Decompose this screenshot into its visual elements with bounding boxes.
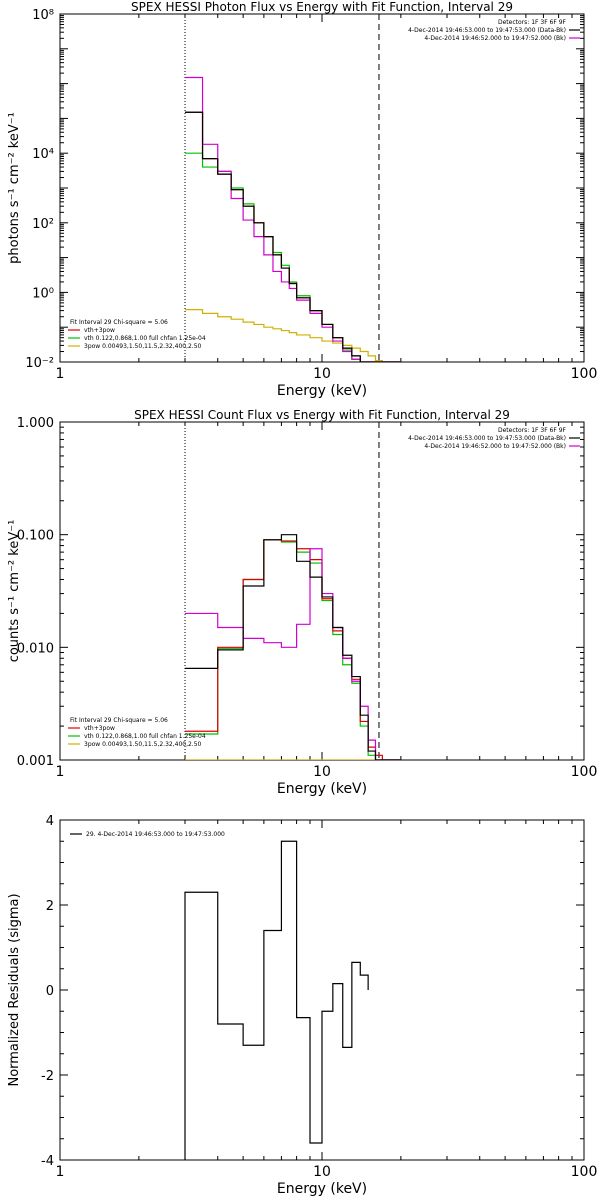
y-tick-label: 10⁻²: [25, 356, 54, 371]
x-tick-label: 100: [571, 1164, 598, 1180]
y-tick-label: -4: [41, 1154, 54, 1169]
chart-title: SPEX HESSI Photon Flux vs Energy with Fi…: [131, 0, 513, 14]
y-tick-label: -2: [41, 1069, 54, 1084]
legend-bottom-entry: Fit Interval 29 Chi-square = 5.06: [70, 717, 168, 724]
legend-bottom-entry: 3pow 0.00493,1.50,11.5,2.32,400,2.50: [84, 343, 202, 350]
plot-frame-0: [59, 13, 585, 363]
legend-top-entry: Detectors: 1F 3F 6F 9F: [498, 427, 567, 434]
legend-bottom-entry: vth 0.122,0.868,1.00 full chfan 1.25e-04: [84, 733, 206, 740]
y-axis-label: counts s⁻¹ cm⁻² keV⁻¹: [7, 520, 22, 663]
y-axis-label: photons s⁻¹ cm⁻² keV⁻¹: [7, 112, 22, 264]
series-line-0: [185, 534, 401, 760]
legend-bottom-entry: vth 0.122,0.868,1.00 full chfan 1.25e-04: [84, 335, 206, 342]
x-tick-label: 10: [313, 366, 331, 382]
x-tick-label: 10: [313, 764, 331, 780]
x-tick-label: 1: [56, 366, 65, 382]
x-axis-label: Energy (keV): [277, 1181, 367, 1197]
y-tick-label: 0.010: [17, 641, 54, 656]
y-tick-label: 10⁴: [32, 147, 54, 162]
legend-top-entry: 4-Dec-2014 19:46:52.000 to 19:47:52.000 …: [424, 35, 566, 42]
legend-bottom-entry: Fit Interval 29 Chi-square = 5.06: [70, 319, 168, 326]
x-tick-label: 100: [571, 366, 598, 382]
legend-bottom-entry: vth+3pow: [84, 725, 115, 732]
y-tick-label: 0.100: [17, 529, 54, 544]
x-axis-label: Energy (keV): [277, 383, 367, 399]
x-tick-label: 10: [313, 1164, 331, 1180]
y-tick-label: 10⁸: [32, 8, 54, 23]
y-tick-label: 0.001: [17, 754, 54, 769]
y-tick-label: 1.000: [17, 416, 54, 431]
y-tick-label: 0: [46, 984, 54, 999]
series-line-0: [184, 840, 369, 1160]
series-line-4: [185, 309, 401, 362]
y-axis-label: Normalized Residuals (sigma): [7, 893, 22, 1086]
legend-bottom-entry: 3pow 0.00493,1.50,11.5,2.32,400,2.50: [84, 741, 202, 748]
series-line-0: [185, 111, 401, 362]
y-tick-label: 4: [46, 814, 54, 829]
x-tick-label: 1: [56, 1164, 65, 1180]
x-tick-label: 1: [56, 764, 65, 780]
y-tick-label: 10²: [32, 217, 54, 232]
legend-top-entry: 4-Dec-2014 19:46:52.000 to 19:47:52.000 …: [424, 443, 566, 450]
series-line-1: [185, 76, 401, 362]
legend-top-entry: Detectors: 1F 3F 6F 9F: [498, 19, 567, 26]
x-tick-label: 100: [571, 764, 598, 780]
legend-top-entry: 4-Dec-2014 19:46:53.000 to 19:47:53.000 …: [408, 27, 566, 34]
legend-top-entry: 4-Dec-2014 19:46:53.000 to 19:47:53.000 …: [408, 435, 566, 442]
series-line-3: [185, 152, 401, 362]
legend-entry: 29. 4-Dec-2014 19:46:53.000 to 19:47:53.…: [86, 831, 225, 838]
legend-bottom-entry: vth+3pow: [84, 327, 115, 334]
y-tick-label: 10⁰: [32, 286, 54, 301]
y-tick-label: 2: [46, 899, 54, 914]
chart-title: SPEX HESSI Count Flux vs Energy with Fit…: [134, 408, 510, 422]
x-axis-label: Energy (keV): [277, 781, 367, 797]
series-line-1: [185, 548, 401, 760]
